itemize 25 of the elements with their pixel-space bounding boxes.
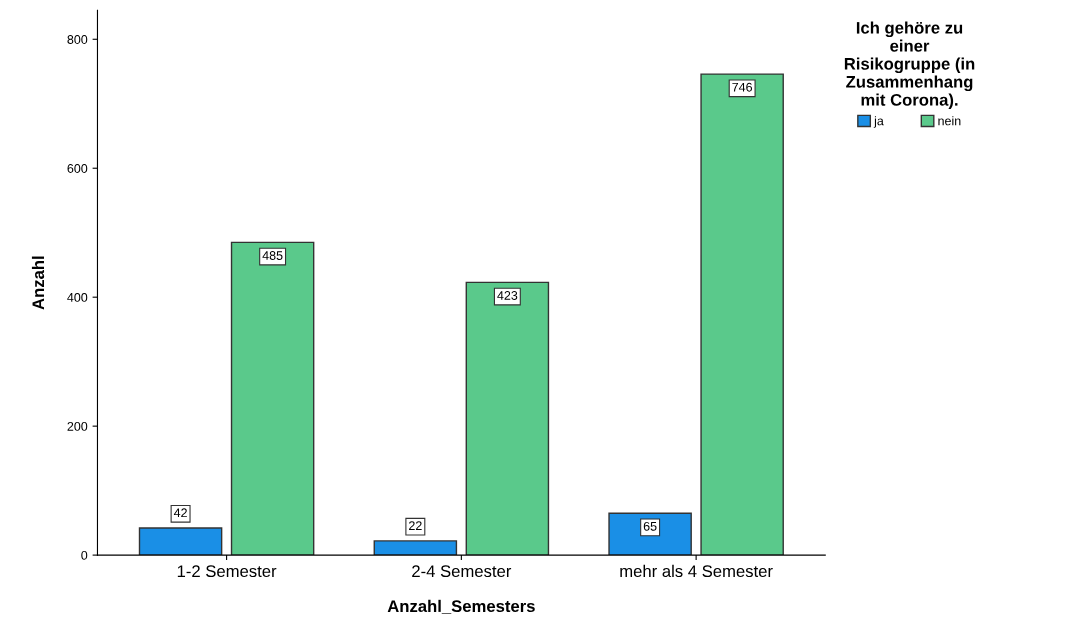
data-label: 746	[732, 82, 753, 92]
y-axis-title: Anzahl	[31, 256, 45, 310]
x-axis-title: Anzahl_Semesters	[387, 599, 535, 614]
x-tick-label: 2-4 Semester	[412, 565, 512, 578]
bar	[230, 241, 315, 556]
x-tick-label: 1-2 Semester	[177, 565, 277, 578]
data-label: 42	[173, 508, 187, 518]
bar	[373, 540, 458, 556]
bar	[700, 73, 784, 556]
y-tick-label: 200	[67, 421, 88, 431]
y-tick-label: 600	[67, 164, 88, 173]
data-label: 423	[497, 291, 518, 300]
data-label: 65	[643, 521, 657, 531]
y-tick-label: 800	[67, 35, 88, 44]
data-label: 22	[409, 521, 422, 530]
legend-title: Ich gehöre zu einer Risikogruppe (in Zusammenhang mit Corona).	[844, 21, 975, 110]
bar	[465, 281, 550, 556]
bar	[138, 527, 223, 556]
bar	[608, 512, 692, 556]
y-tick-label: 0	[81, 550, 88, 560]
legend-label: ja	[873, 116, 884, 128]
x-tick-label: mehr als 4 Semester	[620, 564, 773, 578]
y-tick-label: 400	[67, 292, 88, 302]
legend-label: nein	[938, 116, 961, 126]
data-label: 485	[262, 251, 283, 260]
